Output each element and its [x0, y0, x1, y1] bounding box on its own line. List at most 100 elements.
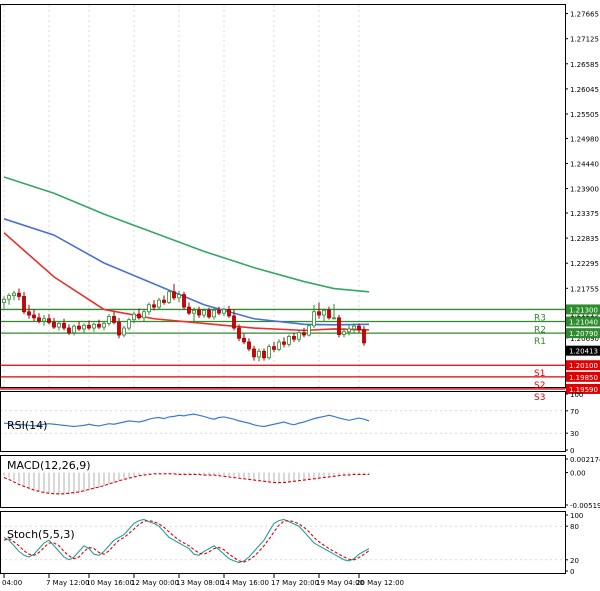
candle-body: [327, 309, 331, 319]
candle-body: [122, 327, 126, 336]
candle-body: [302, 332, 306, 336]
candle-body: [47, 318, 51, 323]
time-tick-label: 19 May 04:00: [316, 579, 364, 587]
candle-body: [227, 309, 231, 317]
price-tick-label: 1.22835: [570, 235, 599, 243]
pivot-level-price-tag: [566, 304, 600, 315]
price-tick-label: 1.24440: [570, 160, 599, 168]
candle-body: [97, 323, 101, 328]
candle-body: [217, 309, 221, 314]
candle-body: [102, 322, 106, 328]
candle-body: [192, 309, 196, 314]
candle-body: [137, 313, 141, 319]
pivot-level-name: S2: [534, 381, 545, 391]
candle-body: [2, 298, 6, 303]
macd-tick-label: -0.005191: [570, 502, 600, 510]
candle-body: [82, 324, 86, 330]
stoch-lines: [3, 518, 370, 564]
time-tick-label: 7 May 12:00: [46, 579, 90, 587]
rsi-lines: [3, 413, 370, 428]
pivot-level-price-labels: 1.21300 1.21040 1.20790 1.20100 1.19850 1.195…: [566, 304, 600, 394]
candle-body: [42, 318, 46, 322]
stoch-panel[interactable]: 100 80 20 0 Stoch(5,5,3): [0, 511, 583, 577]
candle-body: [242, 337, 246, 343]
macd-panel[interactable]: 0.002174 0.00 -0.005191 MACD(12,26,9): [0, 455, 600, 511]
macd-axis: 0.002174 0.00 -0.005191: [565, 456, 600, 510]
rsi-panel-frame: [0, 391, 566, 452]
pivot-level-price-tag: [566, 328, 600, 339]
candle-body: [77, 325, 81, 330]
candle-body: [132, 313, 136, 321]
price-tick-label: 1.27125: [570, 36, 599, 44]
price-tick-label: 1.26045: [570, 86, 599, 94]
rsi-gridlines: [0, 410, 565, 434]
candle-body: [72, 325, 76, 334]
candle-body: [107, 316, 111, 324]
candle-body: [222, 309, 226, 314]
price-panel[interactable]: 1.27665 1.27125 1.26585 1.26045 1.25505 1.249…: [0, 4, 600, 403]
pivot-level-name: R2: [534, 326, 546, 336]
pivot-level-price-label: 1.19590: [569, 386, 598, 394]
candle-body: [202, 309, 206, 316]
pivot-level-price-tag: [566, 371, 600, 382]
current-price-box: [566, 345, 600, 356]
candle-body: [62, 322, 66, 329]
candle-body: [362, 329, 366, 344]
candle-body: [32, 314, 36, 319]
candle-body: [252, 348, 256, 358]
candle-body: [287, 336, 291, 345]
stoch-axis: 100 80 20 0: [565, 512, 583, 576]
candle-body: [172, 291, 176, 299]
macd-signal-line: [3, 473, 369, 495]
time-tick-label: 12 May 00:00: [131, 579, 179, 587]
macd-tick-label: 0.002174: [570, 456, 600, 464]
candle-body: [207, 309, 211, 318]
time-tick-label: 14 May 16:00: [221, 579, 269, 587]
price-tick-label: 1.21755: [570, 285, 599, 293]
macd-tick-label: 0.00: [570, 470, 586, 478]
rsi-axis: 100 70 30 0: [565, 391, 583, 455]
candle-body: [67, 327, 71, 334]
rsi-tick-label: 0: [570, 447, 574, 455]
moving-average-line: [3, 218, 370, 326]
candle-body: [257, 350, 261, 358]
moving-average-line: [3, 232, 370, 332]
candle-body: [297, 332, 301, 340]
candle-body: [112, 316, 116, 323]
time-tick-label: 17 May 20:00: [271, 579, 319, 587]
candle-body: [337, 317, 341, 335]
candle-body: [212, 309, 216, 318]
pivot-level-price-tag: [566, 383, 600, 394]
macd-panel-frame: [0, 455, 566, 508]
candle-body: [162, 299, 166, 303]
macd-title: MACD(12,26,9): [7, 459, 91, 472]
pivot-level-name: R3: [534, 313, 546, 323]
candle-body: [17, 292, 21, 297]
time-tick-label: 13 May 08:00: [176, 579, 224, 587]
stoch-main-line: [3, 518, 370, 564]
candle-body: [307, 325, 311, 336]
rsi-tick-label: 70: [570, 408, 579, 416]
macd-signal-line: [3, 473, 369, 495]
stoch-tick-label: 0: [570, 568, 574, 576]
pivot-level-price-tag: [566, 360, 600, 371]
stoch-signal-line: [3, 520, 370, 563]
stoch-tick-label: 80: [570, 523, 579, 531]
candle-body: [357, 325, 361, 331]
pivot-level-price-label: 1.19850: [569, 374, 598, 382]
stoch-tick-label: 100: [570, 512, 583, 520]
candle-body: [57, 322, 61, 328]
candle-body: [27, 311, 31, 316]
candle-body: [147, 304, 151, 313]
rsi-tick-label: 30: [570, 430, 579, 438]
moving-averages: [3, 176, 370, 332]
rsi-line: [3, 413, 370, 428]
stoch-tick-label: 20: [570, 557, 579, 565]
candle-body: [142, 311, 146, 319]
pivot-level-price-label: 1.21300: [569, 306, 598, 314]
price-tick-label: 1.20690: [570, 335, 599, 343]
rsi-panel[interactable]: 100 70 30 0 RSI(14): [0, 391, 583, 455]
